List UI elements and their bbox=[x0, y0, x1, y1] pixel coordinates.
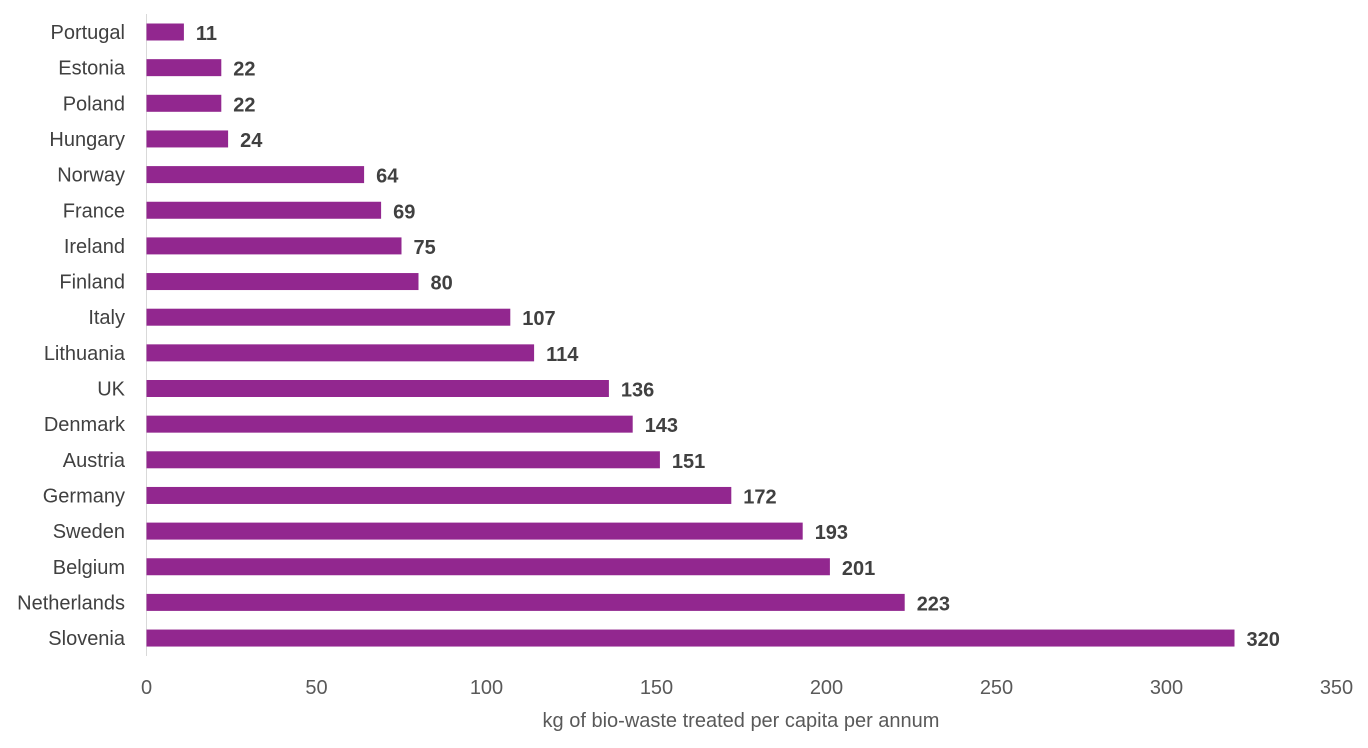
data-label: 80 bbox=[431, 273, 453, 295]
category-label: Austria bbox=[63, 450, 126, 472]
data-label: 22 bbox=[233, 59, 255, 81]
category-label: Finland bbox=[59, 272, 125, 294]
data-label: 320 bbox=[1247, 629, 1280, 651]
bar-estonia bbox=[146, 59, 222, 77]
data-label: 75 bbox=[414, 237, 436, 259]
bar-austria bbox=[146, 451, 660, 469]
category-label: Poland bbox=[63, 93, 125, 115]
category-label: Belgium bbox=[53, 557, 125, 579]
data-label: 11 bbox=[196, 23, 217, 45]
category-label: Ireland bbox=[64, 236, 125, 258]
bar-portugal bbox=[146, 23, 184, 41]
bar-germany bbox=[146, 486, 732, 504]
data-label: 151 bbox=[672, 451, 705, 473]
category-label: Netherlands bbox=[17, 592, 125, 614]
category-label: Lithuania bbox=[44, 343, 126, 365]
bar-norway bbox=[146, 166, 365, 184]
data-labels: 11 22 22 24 64 69 75 80 107 114 136 143 151 172 193 201… bbox=[196, 23, 1280, 651]
category-label: Sweden bbox=[53, 521, 125, 543]
category-label: Slovenia bbox=[48, 628, 126, 650]
x-tick-label: 50 bbox=[305, 677, 327, 699]
bar-slovenia bbox=[146, 629, 1235, 647]
data-label: 114 bbox=[546, 344, 579, 366]
x-tick-label: 0 bbox=[141, 677, 152, 699]
x-axis-ticks: 0 50 100 150 200 250 300 350 bbox=[141, 677, 1353, 699]
data-label: 201 bbox=[842, 558, 875, 580]
category-label: Italy bbox=[88, 307, 125, 329]
bar-finland bbox=[146, 273, 419, 291]
data-label: 193 bbox=[815, 522, 848, 544]
bar-sweden bbox=[146, 522, 803, 540]
bar-uk bbox=[146, 380, 609, 397]
bar-france bbox=[146, 201, 382, 219]
x-axis-title: kg of bio-waste treated per capita per a… bbox=[543, 710, 940, 732]
data-label: 223 bbox=[917, 593, 950, 615]
category-label: Germany bbox=[43, 485, 125, 507]
x-tick-label: 350 bbox=[1320, 677, 1353, 699]
data-label: 107 bbox=[522, 308, 555, 330]
bar-hungary bbox=[146, 130, 229, 148]
category-label: Denmark bbox=[44, 414, 126, 436]
category-labels: Portugal Estonia Poland Hungary Norway France… bbox=[17, 22, 126, 650]
bar-poland bbox=[146, 94, 222, 112]
data-label: 22 bbox=[233, 94, 255, 116]
x-tick-label: 150 bbox=[640, 677, 673, 699]
bar-ireland bbox=[146, 237, 402, 255]
data-label: 136 bbox=[621, 380, 654, 402]
category-label: Norway bbox=[57, 165, 125, 187]
bar-lithuania bbox=[146, 344, 535, 362]
bar-italy bbox=[146, 308, 511, 326]
category-label: Portugal bbox=[51, 22, 126, 44]
bars-group bbox=[146, 23, 1235, 647]
category-label: Estonia bbox=[58, 58, 126, 80]
x-tick-label: 300 bbox=[1150, 677, 1183, 699]
data-label: 69 bbox=[393, 201, 415, 223]
bar-denmark bbox=[146, 415, 633, 433]
bar-netherlands bbox=[146, 593, 905, 611]
data-label: 172 bbox=[743, 486, 776, 508]
category-label: Hungary bbox=[49, 129, 125, 151]
x-tick-label: 250 bbox=[980, 677, 1013, 699]
category-label: UK bbox=[97, 379, 125, 401]
data-label: 24 bbox=[240, 130, 263, 152]
x-tick-label: 100 bbox=[470, 677, 503, 699]
x-tick-label: 200 bbox=[810, 677, 843, 699]
data-label: 143 bbox=[645, 415, 678, 437]
data-label: 64 bbox=[376, 166, 399, 188]
bar-belgium bbox=[146, 558, 830, 576]
category-label: France bbox=[63, 200, 125, 222]
